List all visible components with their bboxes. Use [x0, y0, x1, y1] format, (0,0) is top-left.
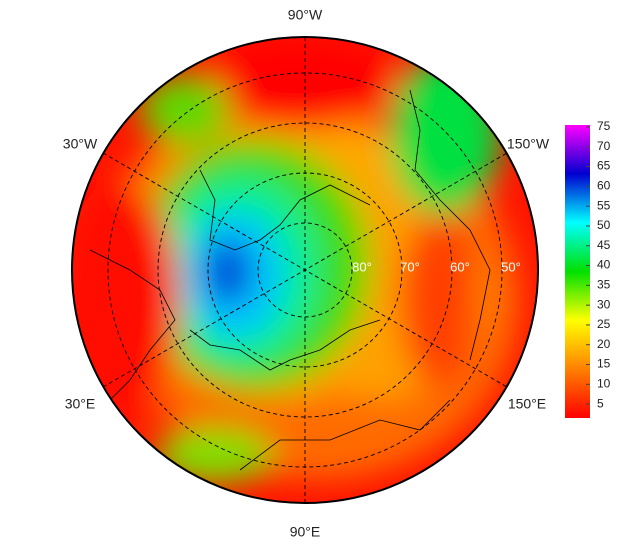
colorbar-tick-label: 75: [597, 119, 611, 133]
map-border: [71, 36, 539, 504]
graticule: [102, 37, 508, 503]
colorbar-tick-label: 10: [597, 377, 611, 391]
lon-label: 150°E: [508, 396, 546, 412]
colorbar-tick-label: 30: [597, 297, 611, 311]
lat-label: 70°: [400, 259, 420, 274]
colorbar-tick-label: 35: [597, 278, 611, 292]
colorbar-tick-label: 20: [597, 337, 611, 351]
lat-label: 50°: [501, 259, 521, 274]
colorbar-tick-label: 55: [597, 198, 611, 212]
lon-label: 30°W: [63, 136, 98, 152]
colorbar-tick-label: 65: [597, 159, 611, 173]
lon-label: 90°E: [290, 524, 321, 540]
colorbar-tick-label: 70: [597, 139, 611, 153]
colorbar-tick-label: 60: [597, 179, 611, 193]
colorbar: [565, 125, 590, 418]
lat-label: 60°: [450, 259, 470, 274]
coastlines: [89, 89, 491, 471]
colorbar-tick-label: 25: [597, 317, 611, 331]
colorbar-tick-label: 45: [597, 238, 611, 252]
colorbar-tick-label: 15: [597, 357, 611, 371]
lon-label: 30°E: [65, 396, 96, 412]
colorbar-tick-label: 50: [597, 218, 611, 232]
colorbar-tick-label: 5: [597, 396, 604, 410]
lon-label: 90°W: [288, 7, 323, 23]
lat-label: 80°: [352, 259, 372, 274]
field: [72, 37, 538, 503]
lon-label: 150°W: [507, 136, 550, 152]
colorbar-tick-label: 40: [597, 258, 611, 272]
